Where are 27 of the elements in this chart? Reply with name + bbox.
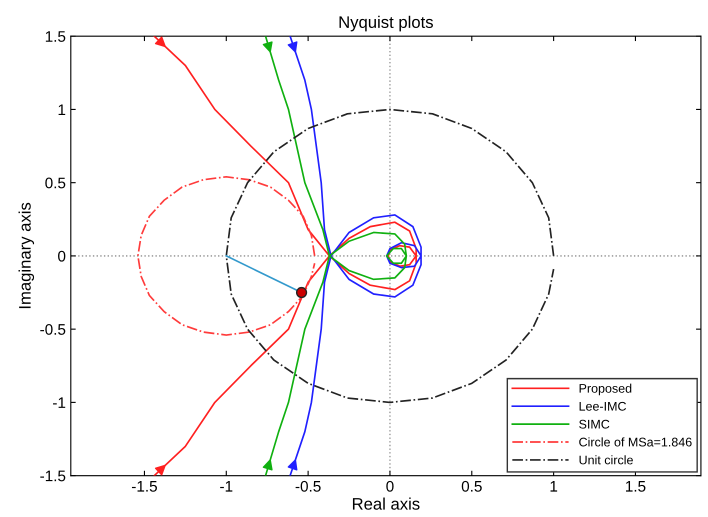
legend-label: Proposed xyxy=(580,384,632,396)
x-tick-label: -1.5 xyxy=(132,481,157,492)
y-tick-label: 1.5 xyxy=(46,31,66,42)
x-tick-label: -1 xyxy=(220,481,232,492)
legend-label: SIMC xyxy=(579,420,610,429)
y-tick-label: -0.5 xyxy=(40,324,66,335)
y-tick-label: 0.5 xyxy=(45,178,66,188)
y-tick-label: -1.5 xyxy=(40,470,66,482)
legend-label: Lee-IMC xyxy=(580,402,626,411)
x-tick-label: 0 xyxy=(386,480,394,492)
line-series xyxy=(137,176,316,336)
line-series xyxy=(225,108,554,404)
legend-label: Circle of MSa=1.846 xyxy=(579,437,692,447)
y-tick-label: 0 xyxy=(58,250,66,262)
x-tick-label: 1 xyxy=(550,481,558,492)
x-tick-label: 1.5 xyxy=(626,481,646,492)
line-series xyxy=(264,36,408,476)
line-series xyxy=(289,36,422,476)
line-series xyxy=(153,36,417,476)
legend-label: Unit circle xyxy=(580,455,633,464)
y-tick-label: 1 xyxy=(58,104,66,115)
x-tick-label: -0.5 xyxy=(296,480,321,492)
y-tick-label: -1 xyxy=(53,397,66,408)
x-axis-title: Real axis xyxy=(352,498,420,510)
y-axis-title: Imaginary axis xyxy=(18,202,34,308)
chart-title: Nyquist plots xyxy=(340,16,433,32)
x-tick-label: 0.5 xyxy=(462,480,482,492)
